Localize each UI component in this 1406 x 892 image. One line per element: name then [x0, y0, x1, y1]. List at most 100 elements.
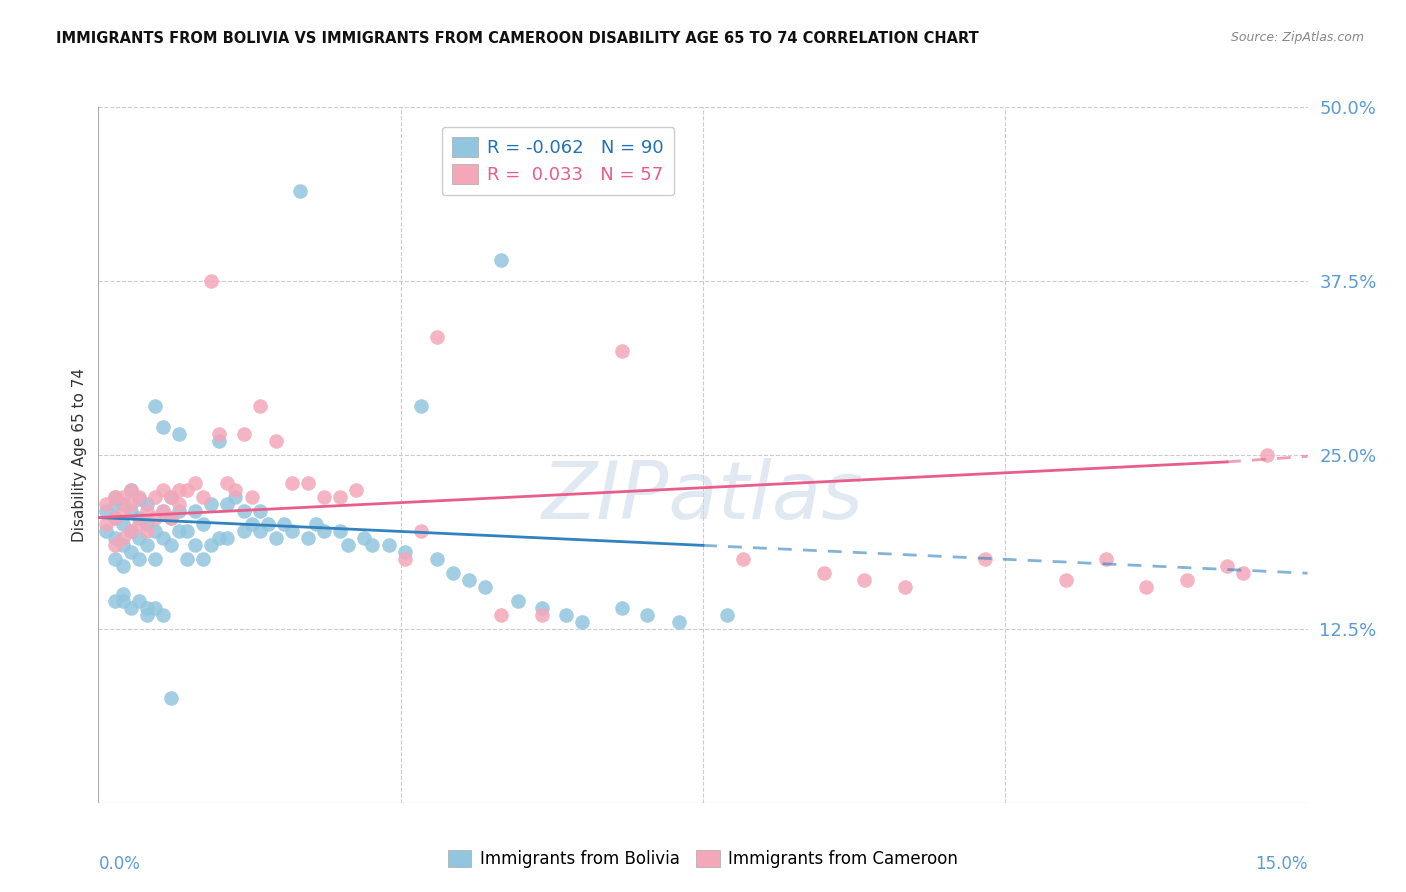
Point [184, 503, 207, 517]
Point [167, 524, 190, 539]
Point [441, 566, 464, 581]
Point [152, 532, 174, 546]
Point [813, 566, 835, 581]
Legend: R = -0.062   N = 90, R =  0.033   N = 57: R = -0.062 N = 90, R = 0.033 N = 57 [441, 127, 675, 195]
Point [103, 490, 125, 504]
Point [506, 594, 529, 608]
Point [1095, 552, 1118, 566]
Point [160, 510, 183, 524]
Point [143, 524, 166, 539]
Point [160, 510, 183, 524]
Point [329, 490, 352, 504]
Point [120, 503, 142, 517]
Point [128, 594, 150, 608]
Point [135, 524, 157, 539]
Point [200, 538, 222, 552]
Point [152, 503, 174, 517]
Point [128, 492, 150, 507]
Point [297, 532, 319, 546]
Point [120, 545, 142, 559]
Point [240, 517, 263, 532]
Point [409, 399, 432, 413]
Point [103, 510, 125, 524]
Point [135, 607, 157, 622]
Point [167, 503, 190, 517]
Point [571, 615, 593, 629]
Point [143, 601, 166, 615]
Point [636, 607, 658, 622]
Point [103, 510, 125, 524]
Point [120, 524, 142, 539]
Point [1232, 566, 1254, 581]
Point [409, 524, 432, 539]
Point [426, 552, 449, 566]
Point [612, 343, 634, 358]
Point [135, 497, 157, 511]
Point [176, 552, 198, 566]
Point [96, 497, 118, 511]
Point [103, 552, 125, 566]
Point [314, 490, 336, 504]
Point [111, 503, 134, 517]
Point [193, 552, 215, 566]
Point [143, 399, 166, 413]
Point [111, 490, 134, 504]
Point [103, 490, 125, 504]
Point [111, 532, 134, 546]
Point [176, 524, 198, 539]
Legend: Immigrants from Bolivia, Immigrants from Cameroon: Immigrants from Bolivia, Immigrants from… [441, 843, 965, 875]
Point [128, 532, 150, 546]
Point [249, 503, 271, 517]
Point [974, 552, 997, 566]
Point [184, 538, 207, 552]
Point [232, 524, 254, 539]
Point [193, 517, 215, 532]
Point [612, 601, 634, 615]
Point [273, 517, 295, 532]
Point [193, 490, 215, 504]
Point [152, 607, 174, 622]
Point [167, 483, 190, 497]
Text: ZIPatlas: ZIPatlas [541, 458, 865, 536]
Point [135, 503, 157, 517]
Point [103, 538, 125, 552]
Point [1256, 448, 1278, 462]
Point [135, 517, 157, 532]
Point [224, 490, 246, 504]
Point [128, 510, 150, 524]
Text: Source: ZipAtlas.com: Source: ZipAtlas.com [1230, 31, 1364, 45]
Text: 0.0%: 0.0% [98, 855, 141, 873]
Point [394, 545, 416, 559]
Point [353, 532, 375, 546]
Point [135, 601, 157, 615]
Point [329, 524, 352, 539]
Point [120, 483, 142, 497]
Point [160, 538, 183, 552]
Text: 15.0%: 15.0% [1256, 855, 1308, 873]
Point [1216, 559, 1239, 574]
Point [160, 490, 183, 504]
Point [217, 475, 239, 490]
Point [143, 552, 166, 566]
Point [530, 601, 553, 615]
Point [281, 475, 304, 490]
Point [853, 573, 876, 587]
Point [128, 517, 150, 532]
Point [128, 490, 150, 504]
Point [716, 607, 738, 622]
Point [426, 329, 449, 343]
Point [111, 538, 134, 552]
Point [128, 552, 150, 566]
Point [394, 552, 416, 566]
Point [224, 483, 246, 497]
Point [217, 497, 239, 511]
Point [96, 517, 118, 532]
Point [668, 615, 690, 629]
Point [111, 594, 134, 608]
Point [361, 538, 384, 552]
Point [96, 524, 118, 539]
Point [111, 497, 134, 511]
Point [208, 434, 231, 448]
Point [281, 524, 304, 539]
Point [143, 490, 166, 504]
